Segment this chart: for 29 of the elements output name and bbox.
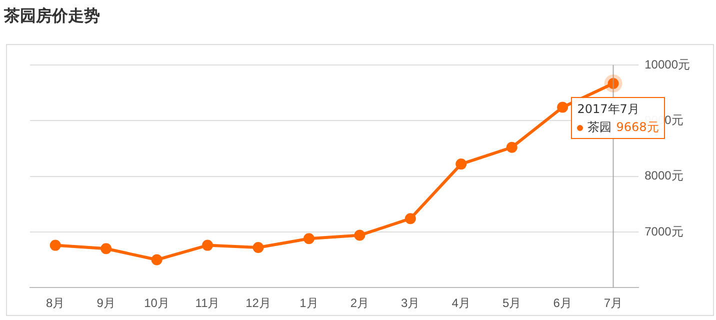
x-tick-label: 7月 bbox=[604, 296, 623, 310]
point bbox=[354, 230, 366, 241]
x-tick-label: 6月 bbox=[553, 296, 572, 310]
point bbox=[202, 240, 214, 251]
point bbox=[404, 213, 416, 224]
point bbox=[151, 254, 162, 266]
x-tick-label: 3月 bbox=[401, 296, 420, 310]
x-tick-label: 8月 bbox=[46, 296, 65, 310]
x-tick-label: 9月 bbox=[96, 296, 116, 310]
point bbox=[456, 158, 467, 170]
chart-title: 茶园房价走势 bbox=[4, 6, 100, 27]
x-tick-label: 1月 bbox=[300, 296, 318, 310]
x-tick-label: 11月 bbox=[195, 296, 220, 310]
x-tick-label: 2月 bbox=[350, 296, 370, 310]
point bbox=[100, 243, 112, 254]
point bbox=[303, 233, 314, 244]
x-tick-label: 4月 bbox=[452, 296, 470, 310]
point bbox=[252, 242, 264, 254]
x-tick-label: 10月 bbox=[144, 296, 170, 310]
y-tick-label: 7000元 bbox=[644, 224, 684, 238]
y-tick-label: 8000元 bbox=[644, 168, 684, 183]
point bbox=[557, 102, 568, 113]
annotation: 2017年7月 bbox=[577, 102, 640, 116]
point bbox=[50, 240, 61, 251]
x-tick-label: 12月 bbox=[246, 296, 271, 310]
y-tick-label: 10000元 bbox=[644, 57, 690, 72]
x-tick-label: 5月 bbox=[502, 296, 522, 310]
point bbox=[506, 142, 518, 153]
legend-label: 茶园 bbox=[587, 120, 612, 134]
